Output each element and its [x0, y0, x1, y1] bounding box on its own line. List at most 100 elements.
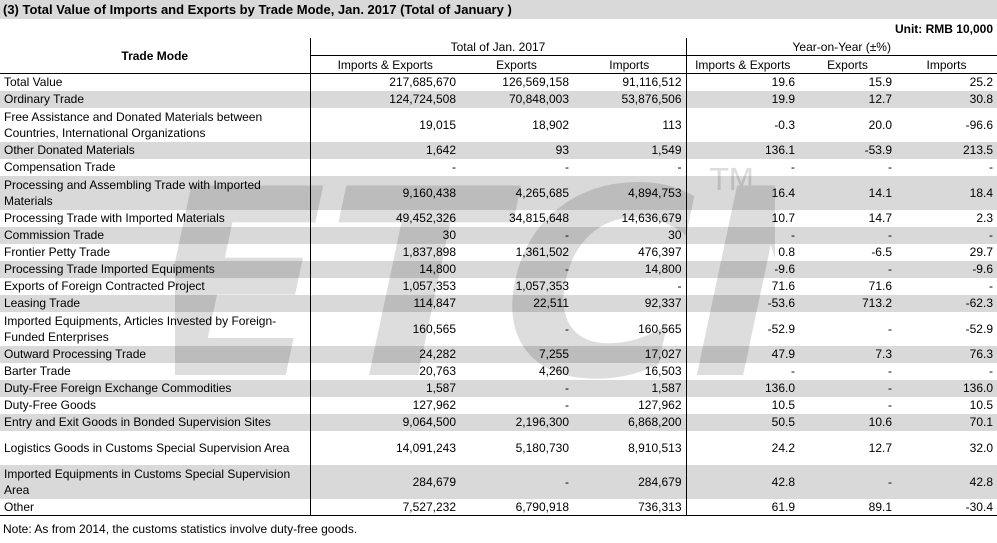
trade-mode-cell: Imported Equipments in Customs Special S… — [0, 464, 311, 499]
trade-mode-cell: Ordinary Trade — [0, 90, 311, 108]
yoy-imports-cell: -9.6 — [896, 260, 997, 278]
yoy-imports-cell: 2.3 — [976, 211, 993, 225]
table-title: (3) Total Value of Imports and Exports b… — [0, 0, 997, 19]
yoy-exports-cell: - — [799, 260, 896, 278]
imports-cell: 476,397 — [638, 245, 682, 259]
imports-cell: 4,894,753 — [573, 175, 686, 210]
yoy-imports-exports-cell: - — [685, 226, 799, 244]
yoy-exports-cell: 12.7 — [868, 440, 892, 455]
imports-exports-cell: 1,057,353 — [402, 279, 456, 293]
exports-cell: 4,265,685 — [460, 175, 573, 210]
header-imports-exports: Imports & Exports — [310, 55, 460, 74]
imports-exports-cell: 160,565 — [412, 321, 456, 336]
yoy-imports-exports-cell: - — [685, 158, 799, 176]
yoy-imports-exports-cell: 50.5 — [685, 413, 799, 431]
table-row: Logistics Goods in Customs Special Super… — [0, 430, 997, 465]
header-trade-mode: Trade Mode — [0, 38, 311, 74]
yoy-imports-exports-cell: 10.7 — [685, 209, 799, 227]
exports-cell: - — [460, 260, 573, 278]
imports-exports-cell: 9,160,438 — [310, 175, 460, 210]
exports-cell: 1,057,353 — [515, 279, 569, 293]
exports-cell: - — [565, 321, 569, 336]
yoy-imports-exports-cell: -9.6 — [685, 260, 799, 278]
yoy-imports-cell: 32.0 — [969, 440, 993, 455]
yoy-exports-cell: 14.7 — [868, 211, 892, 225]
footnote: Note: As from 2014, the customs statisti… — [3, 522, 358, 536]
table-row: Free Assistance and Donated Materials be… — [0, 107, 997, 142]
header-exports: Exports — [460, 55, 573, 74]
table-row: Compensation Trade - - - - - - — [0, 158, 997, 176]
yoy-exports-cell: - — [888, 321, 892, 336]
yoy-imports-exports-cell: -0.3 — [685, 107, 799, 142]
yoy-imports-cell: 42.8 — [896, 464, 997, 499]
exports-cell: 70,848,003 — [460, 90, 573, 108]
imports-cell: - — [677, 279, 682, 293]
table-row: Total Value 217,685,670 126,569,158 91,1… — [0, 73, 997, 91]
exports-cell: 18,902 — [532, 117, 569, 132]
exports-cell: - — [460, 379, 573, 397]
imports-cell: 284,679 — [573, 464, 686, 499]
table-row: Commission Trade 30 - 30 - - - — [0, 226, 997, 244]
yoy-exports-cell: - — [799, 226, 896, 244]
imports-exports-cell: 20,763 — [419, 364, 456, 378]
yoy-imports-cell: 29.7 — [969, 245, 993, 259]
yoy-exports-cell: - — [888, 160, 892, 174]
yoy-exports-cell: 14.1 — [799, 175, 896, 210]
trade-mode-cell: Imported Equipments, Articles Invested b… — [0, 311, 311, 346]
imports-exports-cell: 19,015 — [419, 117, 456, 132]
yoy-imports-cell: -62.3 — [896, 294, 997, 312]
imports-cell: 6,868,200 — [573, 413, 686, 431]
exports-cell: 93 — [460, 141, 573, 159]
exports-cell: - — [460, 464, 573, 499]
imports-exports-cell: 24,282 — [310, 345, 460, 363]
yoy-exports-cell: 713.2 — [799, 294, 896, 312]
header-yoy-group: Year-on-Year (±%) — [685, 38, 997, 56]
yoy-exports-cell: 7.3 — [799, 345, 896, 363]
imports-cell: - — [677, 160, 682, 174]
table-row: Processing Trade Imported Equipments 14,… — [0, 260, 997, 278]
table-row: Processing and Assembling Trade with Imp… — [0, 175, 997, 210]
yoy-exports-cell: - — [888, 398, 892, 412]
table-row: Frontier Petty Trade 1,837,898 1,361,502… — [0, 243, 997, 261]
exports-cell: - — [565, 398, 569, 412]
imports-exports-cell: 14,800 — [310, 260, 460, 278]
table-row: Barter Trade 20,763 4,260 16,503 - - - — [0, 362, 997, 380]
yoy-imports-cell: 30.8 — [896, 90, 997, 108]
yoy-exports-cell: -53.9 — [799, 141, 896, 159]
trade-mode-cell: Duty-Free Foreign Exchange Commodities — [0, 379, 311, 397]
yoy-imports-cell: 25.2 — [969, 75, 993, 90]
trade-mode-cell: Duty-Free Goods — [0, 396, 311, 414]
trade-mode-cell: Other — [0, 498, 311, 516]
imports-cell: 91,116,512 — [622, 75, 682, 90]
trade-mode-cell: Compensation Trade — [0, 158, 311, 176]
exports-cell: 4,260 — [538, 364, 569, 378]
imports-cell: 8,910,513 — [628, 440, 682, 455]
imports-cell: 14,800 — [573, 260, 686, 278]
imports-exports-cell: 9,064,500 — [310, 413, 460, 431]
unit-label: Unit: RMB 10,000 — [894, 22, 993, 36]
trade-mode-table: Trade Mode Total of Jan. 2017 Year-on-Ye… — [0, 38, 997, 516]
exports-cell: 126,569,158 — [502, 75, 569, 90]
header-yoy-imports: Imports — [896, 55, 997, 74]
imports-exports-cell: 284,679 — [310, 464, 460, 499]
yoy-imports-cell: -52.9 — [965, 321, 993, 336]
yoy-imports-exports-cell: 24.2 — [685, 430, 799, 465]
exports-cell: - — [460, 226, 573, 244]
trade-mode-cell: Processing Trade with Imported Materials — [0, 209, 311, 227]
imports-exports-cell: 30 — [310, 226, 460, 244]
yoy-imports-cell: -96.6 — [965, 117, 993, 132]
imports-exports-cell: 127,962 — [412, 398, 456, 412]
table-row: Processing Trade with Imported Materials… — [0, 209, 997, 227]
trade-mode-cell: Leasing Trade — [0, 294, 311, 312]
imports-exports-cell: 124,724,508 — [310, 90, 460, 108]
yoy-imports-cell: -30.4 — [896, 498, 997, 516]
trade-mode-cell: Processing and Assembling Trade with Imp… — [0, 175, 311, 210]
imports-exports-cell: 217,685,670 — [389, 75, 456, 90]
trade-mode-cell: Barter Trade — [0, 362, 311, 380]
imports-exports-cell: 1,642 — [310, 141, 460, 159]
trade-mode-cell: Total Value — [0, 73, 311, 91]
yoy-imports-cell: 136.0 — [896, 379, 997, 397]
yoy-exports-cell: - — [799, 379, 896, 397]
yoy-imports-cell: 10.5 — [969, 398, 993, 412]
yoy-imports-exports-cell: 47.9 — [685, 345, 799, 363]
